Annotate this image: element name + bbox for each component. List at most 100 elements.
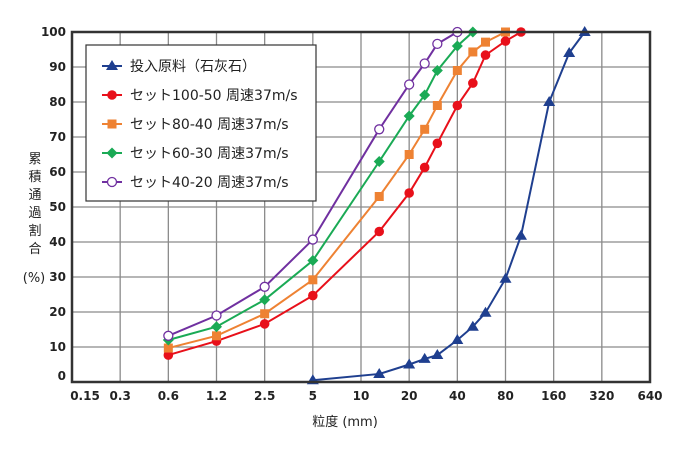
x-tick-label: 20	[401, 389, 418, 403]
y-axis-label-char: 通	[28, 188, 41, 203]
data-point	[403, 358, 416, 369]
x-tick-label: 40	[449, 389, 466, 403]
legend-item: セット60-30 周速37m/s	[102, 146, 289, 162]
data-point	[403, 110, 415, 122]
y-axis-label-char: 合	[28, 242, 41, 257]
data-point	[451, 40, 463, 52]
data-point	[515, 229, 528, 240]
x-tick-label: 160	[541, 389, 566, 403]
y-tick-label: 100	[41, 25, 66, 39]
data-point	[479, 306, 492, 317]
data-point	[420, 124, 430, 134]
data-point	[431, 65, 443, 76]
data-point	[451, 334, 464, 344]
legend-marker	[106, 176, 118, 188]
data-point	[452, 100, 463, 111]
data-point	[404, 150, 414, 159]
x-tick-label: 640	[637, 389, 662, 403]
data-point	[432, 38, 443, 50]
data-point	[259, 319, 270, 329]
data-point	[212, 331, 221, 341]
y-tick-label: 0	[58, 369, 66, 383]
y-axis-label-char: 割	[28, 223, 41, 239]
data-point	[211, 321, 222, 333]
y-axis-label-char: 過	[28, 206, 41, 221]
legend-label: セット40-20 周速37m/s	[130, 175, 289, 191]
data-point	[307, 255, 319, 267]
data-point	[211, 310, 222, 321]
series-0	[306, 26, 591, 385]
x-tick-label: 10	[353, 389, 370, 403]
y-tick-label: 80	[49, 95, 66, 109]
data-point	[466, 320, 479, 331]
y-axis-unit: (%)	[23, 271, 46, 286]
legend-item: セット100-50 周速37m/s	[102, 88, 298, 104]
y-tick-label: 60	[49, 165, 66, 179]
series-1	[163, 27, 526, 360]
data-point	[499, 272, 512, 283]
data-point	[404, 188, 414, 198]
data-point	[374, 192, 384, 201]
data-point	[259, 281, 270, 292]
x-tick-labels: 0.15 0.3 0.6 1.2 2.5 5 10 20 40 80 160 320 640	[70, 389, 662, 403]
data-point	[307, 234, 318, 245]
data-point	[163, 330, 174, 341]
data-point	[563, 47, 576, 57]
data-point	[480, 50, 491, 60]
data-point	[468, 47, 478, 57]
series-4	[163, 26, 463, 341]
legend-marker	[107, 119, 117, 129]
data-point	[431, 349, 444, 360]
series-line	[168, 31, 474, 341]
data-point	[163, 350, 174, 360]
x-axis-label: 粒度 (mm)	[312, 414, 378, 430]
legend-label: セット100-50 周速37m/s	[130, 88, 298, 104]
y-tick-label: 40	[49, 235, 66, 249]
y-tick-label: 70	[49, 130, 66, 144]
legend-marker	[106, 147, 118, 159]
legend-label: 投入原料（石灰石）	[130, 59, 256, 75]
series-group	[162, 26, 591, 385]
data-point	[419, 58, 430, 69]
data-point	[543, 96, 556, 106]
legend-item: セット40-20 周速37m/s	[102, 175, 289, 191]
data-point	[500, 36, 511, 46]
data-point	[432, 101, 442, 110]
data-point	[468, 78, 478, 88]
legend-label: セット60-30 周速37m/s	[130, 146, 289, 162]
legend-item: セット80-40 周速37m/s	[102, 117, 289, 133]
data-point	[374, 226, 385, 237]
plot-frame	[70, 30, 652, 384]
y-axis-label-char: 累	[28, 152, 41, 167]
y-tick-label: 20	[49, 305, 66, 319]
x-tick-label: 0.15	[70, 389, 100, 403]
data-point	[419, 162, 430, 173]
x-tick-label: 80	[497, 389, 514, 403]
data-point	[419, 89, 431, 101]
data-point	[260, 309, 270, 319]
legend: 投入原料（石灰石） セット100-50 周速37m/s セット80-40 周速37m…	[85, 44, 317, 202]
x-tick-label: 5	[309, 389, 317, 403]
data-point	[373, 367, 386, 378]
y-tick-labels: 0 10 20 30 40 50 60 70 80 90 100	[41, 25, 66, 383]
legend-marker	[107, 90, 117, 100]
legend-marker	[106, 60, 118, 70]
data-point	[308, 290, 318, 301]
y-axis-label-char: 積	[28, 170, 41, 185]
legend-item: 投入原料（石灰石）	[102, 59, 256, 75]
data-point	[418, 352, 431, 363]
data-point	[308, 275, 318, 285]
data-point	[374, 124, 385, 135]
data-point	[481, 37, 491, 47]
data-point	[404, 79, 415, 90]
x-tick-label: 2.5	[254, 389, 275, 403]
data-point	[432, 138, 443, 149]
y-tick-label: 90	[49, 60, 66, 74]
legend-label: セット80-40 周速37m/s	[130, 117, 289, 133]
y-tick-label: 50	[49, 200, 66, 214]
data-point	[163, 343, 173, 353]
x-tick-label: 0.3	[110, 389, 131, 403]
data-point	[259, 294, 271, 306]
